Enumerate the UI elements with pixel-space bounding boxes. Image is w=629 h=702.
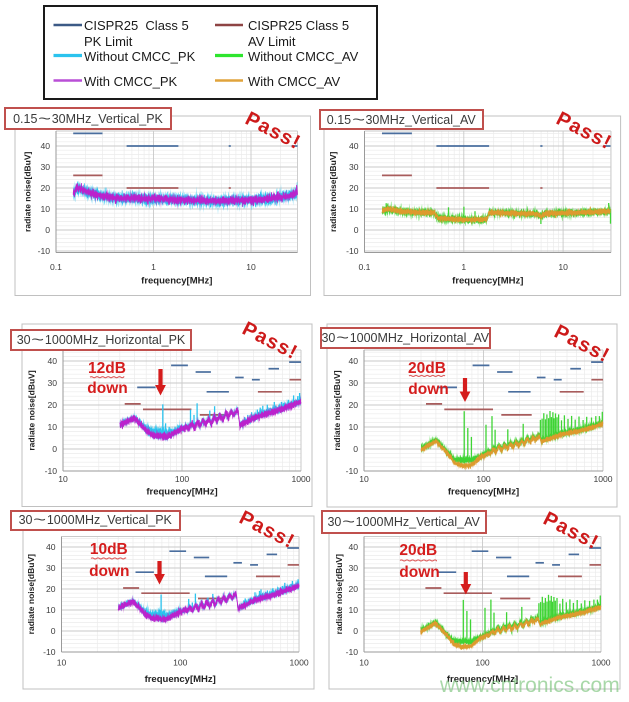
svg-text:1000: 1000 xyxy=(593,474,612,484)
svg-text:20: 20 xyxy=(348,400,358,410)
svg-text:0: 0 xyxy=(45,225,50,235)
svg-text:10: 10 xyxy=(57,658,67,668)
svg-text:0: 0 xyxy=(52,444,57,454)
svg-text:30: 30 xyxy=(348,563,358,573)
svg-text:radiate noise[dBuV]: radiate noise[dBuV] xyxy=(328,151,338,231)
svg-text:10: 10 xyxy=(349,204,359,214)
svg-text:20: 20 xyxy=(348,584,358,594)
svg-text:radiate noise[dBuV]: radiate noise[dBuV] xyxy=(27,370,37,450)
svg-text:100: 100 xyxy=(175,474,190,484)
svg-text:1000: 1000 xyxy=(291,474,310,484)
svg-text:radiate noise[dBuV]: radiate noise[dBuV] xyxy=(23,151,33,231)
svg-text:radiate noise[dBuV]: radiate noise[dBuV] xyxy=(332,370,342,450)
svg-text:1: 1 xyxy=(461,262,466,272)
svg-text:-10: -10 xyxy=(346,466,359,476)
svg-text:30: 30 xyxy=(349,162,359,172)
svg-text:20: 20 xyxy=(46,584,56,594)
svg-text:10: 10 xyxy=(359,658,369,668)
svg-text:0: 0 xyxy=(353,444,358,454)
svg-text:1000: 1000 xyxy=(290,658,309,668)
svg-text:frequency[MHz]: frequency[MHz] xyxy=(452,276,523,287)
svg-text:40: 40 xyxy=(348,542,358,552)
svg-text:10: 10 xyxy=(47,422,57,432)
svg-text:10: 10 xyxy=(348,605,358,615)
svg-text:-10: -10 xyxy=(45,466,58,476)
svg-text:1000: 1000 xyxy=(591,658,610,668)
svg-text:20: 20 xyxy=(47,400,57,410)
svg-text:20: 20 xyxy=(40,183,50,193)
svg-text:0: 0 xyxy=(51,626,56,636)
svg-text:-10: -10 xyxy=(43,647,56,657)
svg-text:frequency[MHz]: frequency[MHz] xyxy=(448,487,519,498)
svg-text:10: 10 xyxy=(359,474,369,484)
svg-text:40: 40 xyxy=(47,356,57,366)
svg-text:30: 30 xyxy=(40,162,50,172)
svg-text:0: 0 xyxy=(354,225,359,235)
svg-text:0: 0 xyxy=(353,626,358,636)
svg-text:frequency[MHz]: frequency[MHz] xyxy=(146,487,217,498)
svg-text:30: 30 xyxy=(348,378,358,388)
svg-text:100: 100 xyxy=(173,658,188,668)
svg-text:30: 30 xyxy=(46,563,56,573)
svg-text:1: 1 xyxy=(151,262,156,272)
svg-text:10: 10 xyxy=(558,262,568,272)
svg-text:100: 100 xyxy=(476,474,491,484)
svg-text:-10: -10 xyxy=(346,246,359,256)
svg-text:30: 30 xyxy=(47,378,57,388)
svg-text:10: 10 xyxy=(46,605,56,615)
svg-text:frequency[MHz]: frequency[MHz] xyxy=(145,674,216,685)
svg-text:10: 10 xyxy=(348,422,358,432)
svg-text:10: 10 xyxy=(40,204,50,214)
svg-text:10: 10 xyxy=(246,262,256,272)
svg-text:40: 40 xyxy=(349,141,359,151)
svg-text:-10: -10 xyxy=(38,246,51,256)
svg-text:radiate noise[dBuV]: radiate noise[dBuV] xyxy=(334,554,344,634)
svg-text:frequency[MHz]: frequency[MHz] xyxy=(141,276,212,287)
svg-text:-10: -10 xyxy=(346,647,359,657)
svg-text:0.1: 0.1 xyxy=(50,262,62,272)
svg-text:0.1: 0.1 xyxy=(359,262,371,272)
svg-text:40: 40 xyxy=(40,141,50,151)
svg-text:100: 100 xyxy=(475,658,490,668)
svg-text:20: 20 xyxy=(349,183,359,193)
svg-text:40: 40 xyxy=(348,356,358,366)
svg-text:frequency[MHz]: frequency[MHz] xyxy=(447,674,518,685)
svg-text:10: 10 xyxy=(58,474,68,484)
svg-text:40: 40 xyxy=(46,542,56,552)
svg-text:radiate noise[dBuV]: radiate noise[dBuV] xyxy=(26,554,36,634)
